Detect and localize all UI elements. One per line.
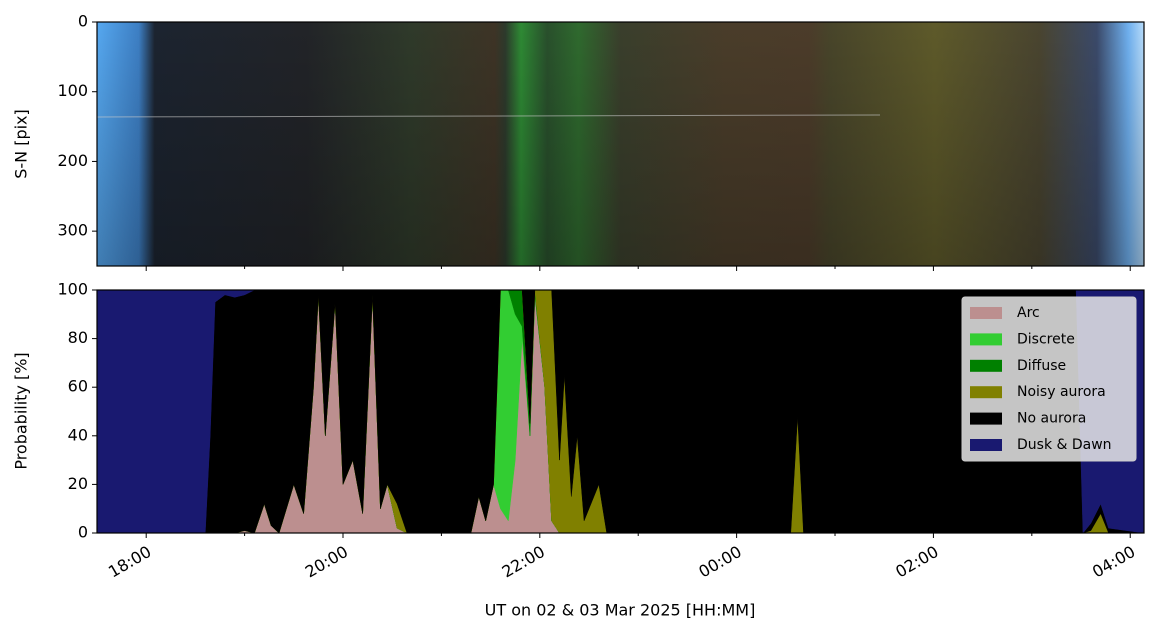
legend-label: Discrete xyxy=(1017,331,1075,347)
axes-frame xyxy=(96,289,1145,534)
legend-label: Dusk & Dawn xyxy=(1017,437,1112,453)
legend-label: No aurora xyxy=(1017,411,1086,427)
y-axis-label: S-N [pix] xyxy=(12,109,31,179)
legend-label: Noisy aurora xyxy=(1017,384,1106,400)
legend-swatch xyxy=(970,333,1002,346)
x-tick-label: 18:00 xyxy=(105,542,154,582)
y-tick-label: 0 xyxy=(78,12,88,31)
probability-panel: Probability [%] UT on 02 & 03 Mar 2025 [… xyxy=(12,289,1145,620)
legend-swatch xyxy=(970,307,1002,319)
keogram-panel: S-N [pix] xyxy=(12,21,1145,267)
y-tick-label: 80 xyxy=(68,328,88,347)
y-tick-label: 100 xyxy=(57,280,88,299)
legend-swatch xyxy=(970,386,1002,399)
y-tick-label: 40 xyxy=(68,425,88,444)
legend-box xyxy=(961,296,1137,462)
y-tick-label: 300 xyxy=(57,221,88,240)
legend-swatch xyxy=(970,359,1002,372)
x-tick-label: 20:00 xyxy=(302,542,351,582)
y-tick-label: 0 xyxy=(78,523,88,542)
legend-swatch xyxy=(970,412,1002,425)
x-axis-label: UT on 02 & 03 Mar 2025 [HH:MM] xyxy=(485,601,756,620)
y-tick-label: 200 xyxy=(57,151,88,170)
x-tick-label: 22:00 xyxy=(499,542,548,582)
keogram-streak xyxy=(96,114,881,118)
axes-frame xyxy=(96,21,1145,267)
legend-swatch xyxy=(970,439,1002,451)
y-tick-label: 20 xyxy=(68,474,88,493)
x-tick-label: 04:00 xyxy=(1089,542,1138,582)
keogram-shade xyxy=(97,22,1144,266)
y-axis-label: Probability [%] xyxy=(12,352,31,469)
legend: Arc Discrete Diffuse Noisy aurora No aurora D… xyxy=(961,296,1137,462)
y-tick-label: 60 xyxy=(68,377,88,396)
x-tick-label: 02:00 xyxy=(892,542,941,582)
legend-label: Diffuse xyxy=(1017,358,1066,374)
legend-label: Arc xyxy=(1017,305,1040,321)
x-tick-label: 00:00 xyxy=(695,542,744,582)
y-tick-label: 100 xyxy=(57,81,88,100)
